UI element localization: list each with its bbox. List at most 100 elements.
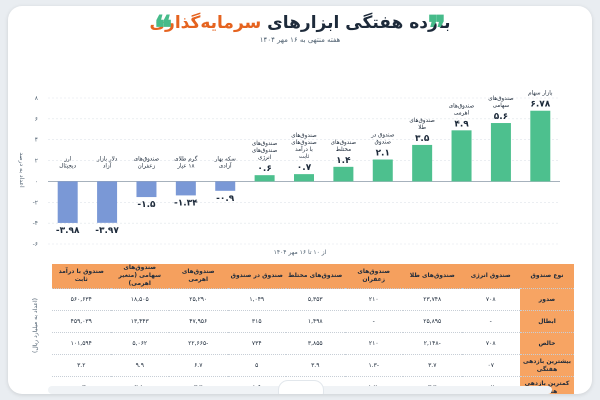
table-cell: ۱,۰۴۹ [227,288,286,311]
bar [412,144,433,182]
table-cell: ۱۳,۴۴۳ [110,310,169,333]
bar-value-label: ۳.۵ [415,134,430,144]
fund-flow-table: نوع صندوق صندوق انرژی صندوق‌های طلا صندوق‌… [52,264,574,394]
table-cell: ۴۵۹,۰۳۹ [52,310,111,333]
bar-value-label: ۲.۱ [376,149,390,159]
bar [451,130,472,182]
bar [490,123,511,182]
table-corner-header: نوع صندوق [520,264,574,289]
table-column-header: صندوق‌های مختلط [286,264,345,289]
table-row: ابطال -۲۵,۸۹۵-۱,۴۹۸ ۳۱۵ ۴۷,۹۵۶ ۱۳,۴۴۳ ۴۵۹,۰۳۹ [52,310,574,333]
bar-value-label: ۶.۷۸ [530,100,550,110]
bar-category-label: ثابت [299,154,310,160]
y-tick-label: ۰ [35,178,38,185]
title-accent: سرمایه‌گذاری [149,13,262,33]
footer-logo [278,380,324,394]
y-tick-label: ۶ [35,116,38,123]
quote-right-icon: ❞ [427,9,446,49]
table-cell: ۹.۹ [110,354,169,377]
table-cell: ۳۱۵ [227,310,286,333]
bar-category-label: صندوق‌های [409,118,435,124]
bar [372,159,393,182]
bar-category-label: انرژی [258,155,272,161]
table-cell: ۴۷,۹۵۶ [169,310,228,333]
bar-category-label: گرم طلای [174,154,197,162]
table-cell: ۲۵,۲۹۰ [169,288,228,311]
bar-category-label: زعفران [138,163,156,169]
table-cell: ۶.۷ [169,354,228,377]
bar [333,166,354,182]
y-tick-label: -۴ [33,220,38,227]
bar-value-label: -۱.۳۴ [174,198,198,208]
table-column-header: صندوق‌های طلا [403,264,462,289]
table-cell: -۲۲,۶۶۵ [169,332,228,355]
y-tick-label: ۲ [35,158,38,165]
bar-value-label: -۳.۹۷ [95,226,119,236]
bar-category-label: سکه بهار [214,155,236,162]
table-cell: -۱.۳ [344,354,403,377]
title-main: بازده هفتگی ابزارهای [267,13,451,33]
page-subtitle: هفته منتهی به ۱۶ مهر ۱۴۰۴ [259,36,341,44]
table-row: خالص ۷۰۸ -۲,۱۴۸ ۲۱۰ ۳,۸۵۵ ۷۳۴ -۲۲,۶۶۵ ۵,۰۶۲ ۱۰۱,… [52,332,574,355]
bar-category-label: ارز [63,156,71,162]
table-cell: - [461,310,520,333]
table-cell: ۲۱۰ [344,332,403,355]
bar-category-label: آزادی [219,162,232,169]
bar-category-label: اهرمی [454,110,470,116]
bar-value-label: ۰.۷ [297,163,312,173]
bar-category-label: صندوق‌های [134,156,160,162]
bar [136,181,157,198]
bar-category-label: صندوق‌های [291,140,317,146]
y-tick-label: -۲ [33,199,38,206]
bar-value-label: ۵.۶ [494,112,508,122]
table-cell: ۵ [227,354,286,377]
table-cell: ۳,۸۵۵ [286,332,345,355]
table-row-header: بیشترین بازدهی هفتگی [520,354,574,377]
table-cell: ۳.۹ [286,354,345,377]
chart-date-annotation: از ۱۰ تا ۱۶ مهر ۱۴۰۴ [274,249,327,256]
table-column-header: صندوق انرژی [461,264,520,289]
table-cell: ۷۳۴ [227,332,286,355]
weekly-returns-chart: ۸ ۶ ۴ ۲ ۰ -۲ -۴ -۶ ۶.۷۸ ۵.۶ ۴.۹ ۳.۵ ۲.۱ ۱.۴ ۰.۷ ۰.۶ -۰.… [18,91,560,256]
table-column-header: صندوق‌های اهرمی [169,264,228,289]
bar-category-label: صندوق‌های [252,141,278,147]
table-cell: -۲,۱۴۸ [403,332,462,355]
bar-category-label: دیجیتال [59,163,76,169]
chart-category-labels: بازار سهامصندوق‌هایسهامیصندوق‌هایاهرمیصن… [59,91,553,170]
table-cell: ۵,۳۵۳ [286,288,345,311]
bar-value-label: -۰.۹ [216,194,235,204]
bar-value-label: -۱.۵ [137,200,156,210]
table-cell: ۵۶۰,۶۳۴ [52,288,111,311]
y-axis-label: اعداد به درصد [18,152,25,188]
table-column-header: صندوق‌های سهامی (متغیر اهرمی) [110,264,169,289]
bar-category-label: مختلط [336,147,351,153]
table-header-row: نوع صندوق صندوق انرژی صندوق‌های طلا صندوق‌… [52,264,574,289]
bar-category-label: صندوق‌های [331,140,357,146]
table-cell: ۷۰۸ [461,288,520,311]
table-cell: ۲۱۰ [344,288,403,311]
bar-category-label: سهامی [493,103,510,109]
page-title: بازده هفتگی ابزارهای سرمایه‌گذاری [8,12,592,34]
table-cell: ۳.۷ [403,354,462,377]
bar-category-label: طلا [418,125,426,131]
bar-value-label: ۱.۴ [336,156,351,166]
table-column-header: صندوق با درآمد ثابت [52,264,111,289]
table-unit-label: (اعداد به میلیارد ریال) [32,297,39,353]
y-axis-ticks: ۸ ۶ ۴ ۲ ۰ -۲ -۴ -۶ [33,95,39,248]
bar [530,110,551,182]
bar [294,174,314,182]
bar-value-label: ۴.۹ [454,119,469,129]
y-tick-label: ۸ [35,95,39,102]
bar-category-label: صندوق در [370,133,395,139]
table-row: صدور ۷۰۸ ۲۳,۷۴۸ ۲۱۰ ۵,۳۵۳ ۱,۰۴۹ ۲۵,۲۹۰ ۱۸,۵۰۵ ۵۶… [52,288,574,311]
table-cell: ۵,۰۶۲ [110,332,169,355]
table-cell: ۱۰۱,۵۹۴ [52,332,111,355]
bar [57,181,78,223]
bar [175,181,196,196]
bar-category-label: ۱۸ عیار [176,163,194,169]
table-row-header: خالص [520,332,574,355]
table-column-header: صندوق‌های زعفران [344,264,403,289]
table-cell: ۲۳,۷۴۸ [403,288,462,311]
table-cell: ۷۰۸ [461,332,520,355]
bar-category-label: صندوق‌های [449,103,475,109]
